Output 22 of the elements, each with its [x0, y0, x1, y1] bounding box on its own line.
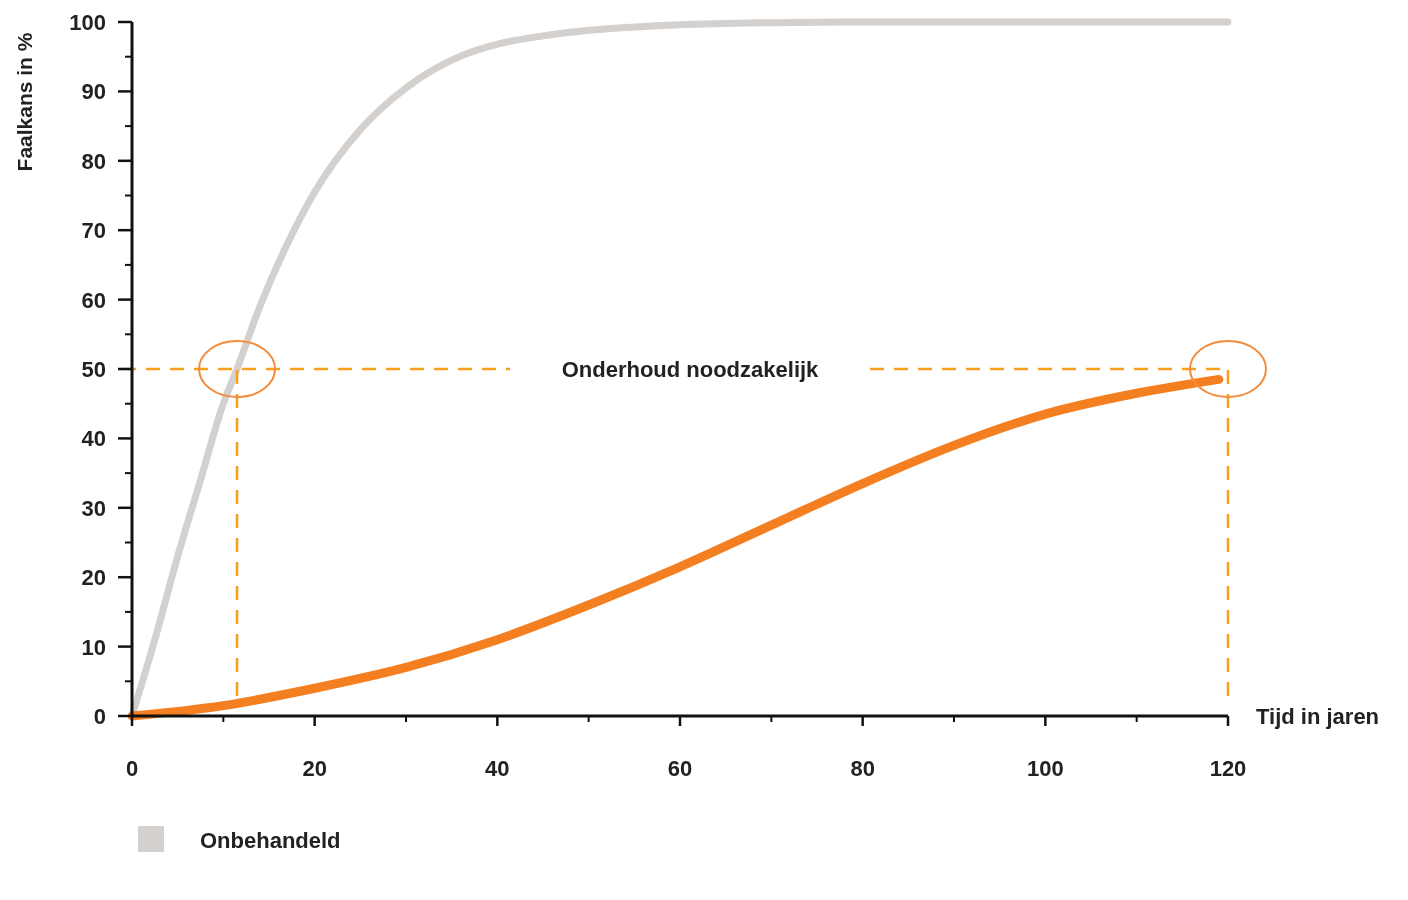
y-tick-label: 30 [81, 495, 106, 521]
y-tick-label: 10 [81, 634, 106, 660]
y-tick-label: 0 [93, 704, 106, 729]
y-tick-label: 40 [81, 426, 106, 452]
x-tick-label: 80 [850, 756, 875, 781]
x-tick-label: 120 [1209, 756, 1247, 781]
y-tick-label: 50 [81, 357, 106, 382]
y-tick-label: 60 [81, 287, 106, 313]
y-tick-label: 90 [81, 79, 106, 105]
x-axis-title: Tijd in jaren [1256, 704, 1380, 729]
y-tick-label: 20 [81, 565, 106, 591]
x-tick-label: 100 [1026, 756, 1064, 781]
y-tick-label: 70 [81, 218, 106, 244]
x-tick-label: 20 [302, 756, 327, 781]
y-axis-title: Faalkans in % [13, 32, 36, 172]
y-tick-label: 80 [81, 148, 106, 174]
y-tick-label: 100 [69, 10, 106, 35]
x-tick-label: 0 [125, 756, 139, 781]
x-tick-label: 40 [485, 756, 510, 781]
legend-label: Onbehandeld [200, 828, 341, 853]
x-tick-label: 60 [667, 756, 693, 781]
ref-line-label: Onderhoud noodzakelijk [561, 357, 820, 382]
